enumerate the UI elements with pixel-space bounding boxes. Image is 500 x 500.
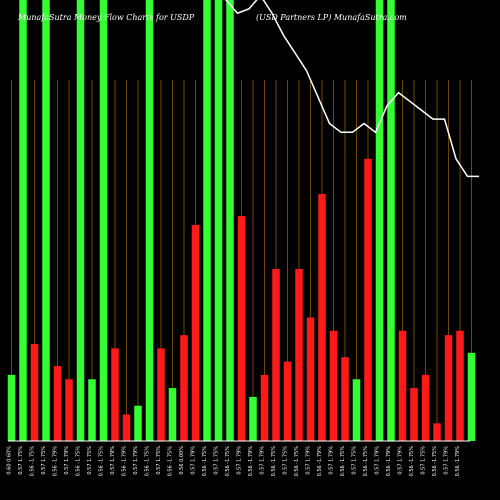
money-flow-bar — [318, 194, 326, 441]
x-tick-label: 0.57 1.79% — [260, 446, 266, 475]
money-flow-bar — [249, 396, 257, 441]
money-flow-bar — [272, 269, 280, 441]
x-tick-label: 0.56 -1.75% — [271, 446, 277, 477]
chart-title-right: (USD Partners LP) MunafaSutra.com — [256, 13, 407, 22]
money-flow-bar — [329, 330, 338, 441]
chart-title-left: MunafaSutra Money Flow Charts for USDP — [17, 13, 195, 22]
money-flow-bar — [375, 0, 384, 441]
money-flow-bar — [260, 374, 269, 441]
money-flow-bar — [99, 0, 108, 441]
money-flow-bar — [42, 0, 50, 441]
x-tick-label: 0.57 1.79% — [306, 446, 312, 475]
money-flow-bar — [410, 388, 418, 441]
money-flow-bar — [203, 0, 211, 441]
x-tick-label: 0.57 1.75% — [421, 446, 427, 475]
price-line — [225, 0, 479, 178]
money-flow-bars — [7, 0, 476, 441]
x-tick-label: 0.56 -1.75% — [99, 446, 105, 477]
x-tick-label: 0.56 0.00% — [179, 446, 185, 475]
money-flow-bar — [30, 343, 39, 441]
x-tick-label: 0.56 -1.79% — [386, 446, 392, 477]
money-flow-bar — [295, 269, 303, 441]
money-flow-bar — [134, 405, 142, 441]
x-tick-label: 0.57 1.79% — [110, 446, 116, 475]
x-tick-label: 0.57 1.79% — [375, 446, 381, 475]
x-tick-label: 0.56 -1.79% — [53, 446, 59, 477]
money-flow-bar — [306, 317, 315, 441]
money-flow-bar — [145, 0, 154, 441]
x-tick-label: 0.57 1.75% — [87, 446, 93, 475]
x-tick-label: 0.56 -1.79% — [317, 446, 323, 477]
x-tick-label: 0.57 1.75% — [18, 446, 24, 475]
money-flow-bar — [421, 374, 430, 441]
x-tick-label: 0.57 1.79% — [237, 446, 243, 475]
money-flow-bar — [433, 423, 441, 441]
money-flow-bar — [53, 366, 62, 441]
x-tick-label: 0.57 1.79% — [133, 446, 139, 475]
x-tick-label: 0.56 -1.75% — [168, 446, 174, 477]
money-flow-bar — [111, 348, 119, 441]
money-flow-bar — [76, 0, 85, 441]
money-flow-bar — [444, 335, 453, 441]
x-tick-label: 0.57 1.75% — [41, 446, 47, 475]
x-tick-label: 0.57 1.75% — [283, 446, 289, 475]
money-flow-bar — [191, 224, 200, 441]
x-tick-label: 0.56 -1.79% — [248, 446, 254, 477]
x-tick-label: 0.57 1.79% — [64, 446, 70, 475]
x-tick-label: 0.56 -1.75% — [225, 446, 231, 477]
x-tick-label: 0.57 1.75% — [214, 446, 220, 475]
money-flow-bar — [237, 216, 246, 441]
x-tick-label: 0.56 -1.75% — [432, 446, 438, 477]
x-tick-label: 0.56 -1.75% — [363, 446, 369, 477]
x-tick-label: 0.56 -1.75% — [145, 446, 151, 477]
money-flow-bar — [168, 388, 177, 441]
x-tick-label: 0.56 -1.75% — [409, 446, 415, 477]
x-tick-label: 0.57 1.79% — [329, 446, 335, 475]
x-tick-label: 0.57 1.79% — [191, 446, 197, 475]
money-flow-bar — [341, 357, 349, 441]
x-tick-label: 0.56 -1.75% — [340, 446, 346, 477]
x-tick-label: 0.60 0.60% — [7, 446, 13, 475]
money-flow-bar — [19, 0, 27, 441]
money-flow-bar — [65, 379, 73, 441]
money-flow-bar — [398, 330, 407, 441]
money-flow-bar — [180, 335, 188, 441]
money-flow-bar — [214, 0, 223, 441]
money-flow-bar — [226, 0, 234, 441]
money-flow-bar — [7, 374, 16, 441]
x-tick-label: 0.57 1.79% — [444, 446, 450, 475]
money-flow-bar — [352, 379, 361, 441]
x-tick-label: 0.57 1.75% — [352, 446, 358, 475]
x-tick-label: 0.57 1.75% — [156, 446, 162, 475]
x-tick-label: 0.56 -1.75% — [202, 446, 208, 477]
x-tick-label: 0.57 1.79% — [398, 446, 404, 475]
x-tick-label: 0.56 -1.75% — [30, 446, 36, 477]
money-flow-bar — [157, 348, 165, 441]
x-tick-label: 0.56 -1.75% — [294, 446, 300, 477]
money-flow-bar — [387, 0, 395, 441]
money-flow-bar — [467, 352, 476, 441]
money-flow-bar — [283, 361, 292, 441]
money-flow-bar — [122, 414, 131, 441]
money-flow-bar — [88, 379, 96, 441]
money-flow-bar — [364, 158, 372, 441]
money-flow-bar — [456, 330, 464, 441]
x-tick-label: 0.56 -1.79% — [455, 446, 461, 477]
x-tick-label: 0.56 -1.75% — [76, 446, 82, 477]
x-tick-labels: 0.60 0.60% 0.57 1.75% 0.56 -1.75% 0.57 1.75… — [7, 446, 462, 477]
x-tick-label: 0.56 -1.79% — [122, 446, 128, 477]
